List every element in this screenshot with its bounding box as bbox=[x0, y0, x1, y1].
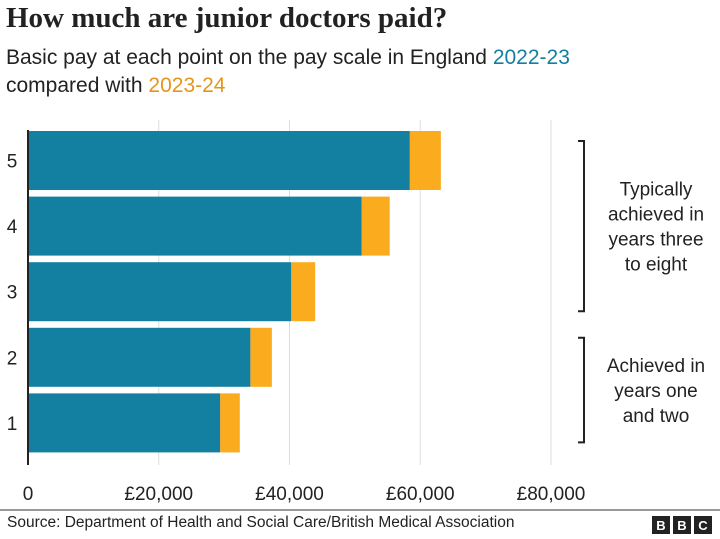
annotation-text: achieved in bbox=[608, 205, 704, 226]
subtitle-text-2: compared with bbox=[6, 74, 149, 97]
bar-2022-23 bbox=[28, 196, 362, 256]
annotation-bracket bbox=[578, 336, 585, 444]
footer-divider bbox=[0, 509, 720, 511]
legend-2022-23: 2022-23 bbox=[492, 46, 570, 69]
bar-2023-24 bbox=[220, 393, 240, 453]
subtitle-text: Basic pay at each point on the pay scale… bbox=[6, 46, 493, 69]
x-tick-label: £60,000 bbox=[386, 484, 455, 505]
annotation-text: and two bbox=[623, 406, 690, 427]
bar-2023-24 bbox=[361, 196, 390, 256]
bar-2023-24 bbox=[250, 327, 272, 387]
y-category-label: 4 bbox=[7, 217, 18, 238]
annotation-bracket bbox=[578, 140, 585, 313]
x-tick-label: £80,000 bbox=[517, 484, 586, 505]
annotation-text: to eight bbox=[625, 255, 688, 276]
bar-2022-23 bbox=[28, 393, 221, 453]
y-category-label: 5 bbox=[7, 152, 18, 173]
annotation-text: years one bbox=[614, 381, 697, 402]
y-category-label: 1 bbox=[7, 414, 18, 435]
bar-2023-24 bbox=[291, 262, 316, 322]
x-tick-label: £20,000 bbox=[124, 484, 193, 505]
bar-2022-23 bbox=[28, 262, 292, 322]
bar-2022-23 bbox=[28, 131, 410, 190]
x-tick-label: £40,000 bbox=[255, 484, 324, 505]
bbc-logo: B B C bbox=[652, 516, 712, 534]
logo-letter: B bbox=[673, 516, 691, 534]
legend-2023-24: 2023-24 bbox=[148, 74, 226, 97]
logo-letter: B bbox=[652, 516, 670, 534]
logo-letter: C bbox=[694, 516, 712, 534]
x-tick-label: 0 bbox=[23, 484, 34, 505]
chart-subtitle: Basic pay at each point on the pay scale… bbox=[6, 44, 716, 100]
annotation-text: Typically bbox=[620, 180, 693, 201]
bar-2023-24 bbox=[409, 131, 441, 190]
y-category-label: 3 bbox=[7, 283, 18, 304]
y-category-label: 2 bbox=[7, 348, 18, 369]
source-note: Source: Department of Health and Social … bbox=[7, 514, 515, 531]
annotation-text: years three bbox=[608, 230, 703, 251]
bar-2022-23 bbox=[28, 327, 251, 387]
chart-title: How much are junior doctors paid? bbox=[6, 2, 448, 34]
annotation-text: Achieved in bbox=[607, 356, 705, 377]
